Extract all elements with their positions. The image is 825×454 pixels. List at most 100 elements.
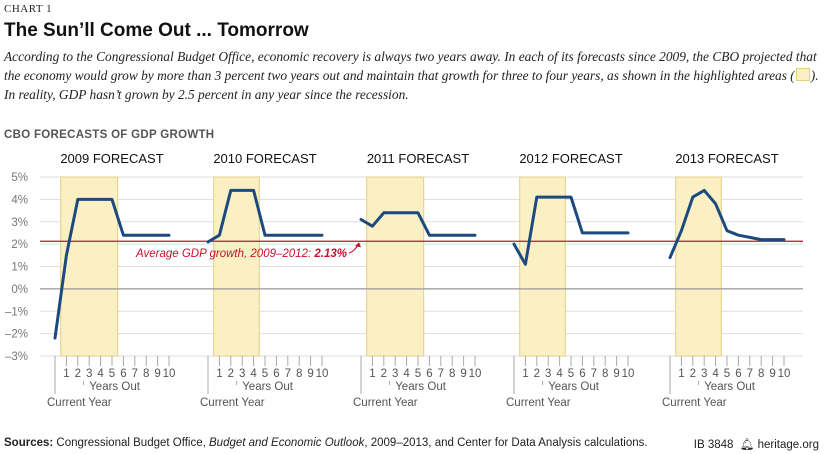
x-tick-label: 2 <box>228 368 234 380</box>
site-link[interactable]: heritage.org <box>757 439 819 451</box>
x-tick-label: 10 <box>469 368 482 380</box>
series-lines <box>53 188 786 340</box>
y-tick-label: –2% <box>5 329 28 341</box>
y-tick-label: 4% <box>11 194 28 206</box>
highlight-area <box>675 176 722 357</box>
x-tick-label: 7 <box>747 368 753 380</box>
x-tick-label: 7 <box>591 368 597 380</box>
series-line <box>53 197 171 340</box>
x-tick-label: 8 <box>296 368 302 380</box>
x-tick-label: 9 <box>460 368 466 380</box>
panel-title: 2010 FORECAST <box>213 151 316 166</box>
series-line <box>512 195 630 266</box>
y-tick-label: 1% <box>11 262 28 274</box>
x-tick-label: 5 <box>415 368 421 380</box>
series-line <box>668 188 786 260</box>
x-tick-label: 9 <box>613 368 619 380</box>
sources-text-1: Congressional Budget Office, <box>53 437 209 449</box>
x-tick-label: 2 <box>75 368 81 380</box>
sources-text-2: , 2009–2013, and Center for Data Analysi… <box>364 437 648 449</box>
x-tick-label: 3 <box>86 368 92 380</box>
x-tick-label: 1 <box>216 368 222 380</box>
x-tick-label: 6 <box>735 368 741 380</box>
x-tick-label: 3 <box>239 368 245 380</box>
x-tick-label: 10 <box>316 368 329 380</box>
x-tick-label: 4 <box>250 368 257 380</box>
reference-line-label: Average GDP growth, 2009–2012: 2.13% <box>135 248 347 260</box>
x-tick-label: 2 <box>381 368 387 380</box>
y-axis: 5% 4% 3% 2% 1% 0% –1% –2% –3% <box>5 172 28 363</box>
current-year-label: Current Year <box>662 397 727 409</box>
x-tick-label: 8 <box>758 368 764 380</box>
series-line <box>359 211 477 237</box>
footer-brand: IB 3848 🔔︎ heritage.org <box>694 437 819 451</box>
chart-title: The Sun’ll Come Out ... Tomorrow <box>4 20 309 41</box>
y-tick-label: –1% <box>5 306 28 318</box>
panel-title: 2012 FORECAST <box>519 151 622 166</box>
sources-text-italic: Budget and Economic Outlook <box>209 437 365 449</box>
years-out-label: Years Out <box>548 381 600 393</box>
years-out-label: Years Out <box>704 381 756 393</box>
x-tick-label: 10 <box>778 368 791 380</box>
highlight-area <box>366 176 425 357</box>
x-tick-label: 8 <box>602 368 608 380</box>
x-tick-label: 5 <box>724 368 730 380</box>
reference-line-label-text: Average GDP growth, 2009–2012: <box>135 248 314 260</box>
y-tick-label: 5% <box>11 172 28 184</box>
years-out-label: Years Out <box>242 381 294 393</box>
x-tick-label: 5 <box>109 368 115 380</box>
panel-title: 2013 FORECAST <box>675 151 778 166</box>
x-tick-label: 9 <box>769 368 775 380</box>
panel-title: 2011 FORECAST <box>367 151 469 166</box>
x-tick-label: 7 <box>132 368 138 380</box>
y-tick-label: 3% <box>11 217 28 229</box>
x-tick-label: 4 <box>97 368 104 380</box>
y-tick-label: 2% <box>11 239 28 251</box>
years-out-label: Years Out <box>89 381 141 393</box>
x-tick-label: 5 <box>568 368 574 380</box>
current-year-label: Current Year <box>200 397 265 409</box>
x-tick-label: 9 <box>154 368 160 380</box>
x-tick-label: 4 <box>403 368 410 380</box>
x-tick-label: 4 <box>712 368 719 380</box>
bell-icon: 🔔︎ <box>739 439 755 451</box>
y-tick-label: 0% <box>11 284 28 296</box>
panel-titles: 2009 FORECAST 2010 FORECAST 2011 FORECAST 2… <box>60 151 778 166</box>
x-tick-label: 7 <box>438 368 444 380</box>
current-year-label: Current Year <box>353 397 418 409</box>
highlight-area <box>60 176 119 357</box>
highlight-swatch-icon <box>795 68 810 81</box>
x-tick-label: 8 <box>449 368 455 380</box>
x-tick-label: 6 <box>579 368 585 380</box>
x-tick-label: 3 <box>701 368 707 380</box>
x-tick-label: 1 <box>522 368 528 380</box>
subtitle-text-1: According to the Congressional Budget Of… <box>4 49 817 83</box>
x-tick-label: 10 <box>622 368 635 380</box>
series-line <box>206 188 324 244</box>
x-tick-label: 6 <box>426 368 432 380</box>
x-tick-label: 2 <box>690 368 696 380</box>
ib-number: IB 3848 <box>693 439 734 451</box>
x-tick-label: 5 <box>262 368 268 380</box>
x-tick-label: 3 <box>392 368 398 380</box>
x-tick-label: 1 <box>63 368 69 380</box>
reference-line-value: 2.13% <box>313 248 347 260</box>
x-tick-label: 1 <box>678 368 684 380</box>
x-tick-label: 10 <box>163 368 176 380</box>
reference-arrow-head <box>355 242 361 248</box>
x-tick-label: 8 <box>143 368 149 380</box>
current-year-label: Current Year <box>47 397 112 409</box>
x-tick-label: 6 <box>273 368 279 380</box>
years-out-label: Years Out <box>395 381 447 393</box>
highlight-area <box>213 176 260 357</box>
panel-title: 2009 FORECAST <box>60 151 163 166</box>
x-tick-label: 9 <box>307 368 313 380</box>
y-tick-label: –3% <box>5 351 28 363</box>
section-label: CBO FORECASTS OF GDP GROWTH <box>4 129 215 141</box>
current-year-label: Current Year <box>506 397 571 409</box>
highlight-area <box>519 176 566 357</box>
footer-sources: Sources: Congressional Budget Office, Bu… <box>4 437 648 449</box>
x-tick-label: 2 <box>534 368 540 380</box>
